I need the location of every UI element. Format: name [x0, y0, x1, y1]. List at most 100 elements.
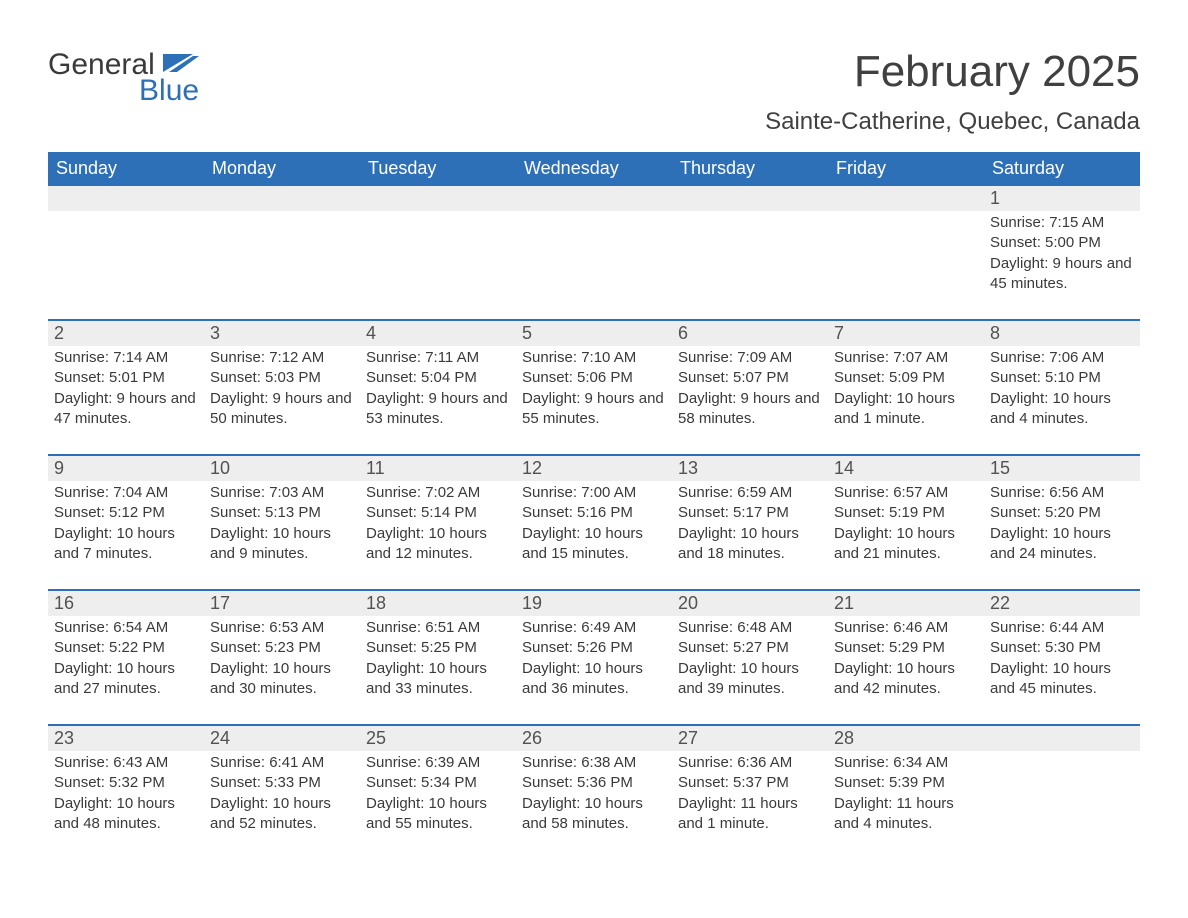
- day-cell: [48, 211, 204, 305]
- daylight-text: Daylight: 9 hours and 47 minutes.: [54, 389, 196, 430]
- day-number: 3: [204, 321, 360, 346]
- weeks-container: 1Sunrise: 7:15 AMSunset: 5:00 PMDaylight…: [48, 186, 1140, 859]
- day-cell: Sunrise: 6:54 AMSunset: 5:22 PMDaylight:…: [48, 616, 204, 710]
- day-number: [516, 186, 672, 211]
- day-number: 2: [48, 321, 204, 346]
- sunset-text: Sunset: 5:20 PM: [990, 503, 1132, 523]
- sunrise-text: Sunrise: 7:07 AM: [834, 348, 976, 368]
- day-cell: [360, 211, 516, 305]
- day-cell: Sunrise: 6:38 AMSunset: 5:36 PMDaylight:…: [516, 751, 672, 845]
- sunrise-text: Sunrise: 6:46 AM: [834, 618, 976, 638]
- day-cell: Sunrise: 7:15 AMSunset: 5:00 PMDaylight:…: [984, 211, 1140, 305]
- daylight-text: Daylight: 10 hours and 36 minutes.: [522, 659, 664, 700]
- sunset-text: Sunset: 5:19 PM: [834, 503, 976, 523]
- sunrise-text: Sunrise: 7:10 AM: [522, 348, 664, 368]
- daylight-text: Daylight: 10 hours and 9 minutes.: [210, 524, 352, 565]
- day-cell: Sunrise: 7:09 AMSunset: 5:07 PMDaylight:…: [672, 346, 828, 440]
- day-number: [48, 186, 204, 211]
- day-number: 14: [828, 456, 984, 481]
- day-number-band: 1: [48, 186, 1140, 211]
- sunset-text: Sunset: 5:32 PM: [54, 773, 196, 793]
- logo-text: General Blue: [48, 50, 199, 106]
- sunrise-text: Sunrise: 6:34 AM: [834, 753, 976, 773]
- sunrise-text: Sunrise: 6:53 AM: [210, 618, 352, 638]
- sunset-text: Sunset: 5:00 PM: [990, 233, 1132, 253]
- day-cell: Sunrise: 7:00 AMSunset: 5:16 PMDaylight:…: [516, 481, 672, 575]
- sunrise-text: Sunrise: 7:12 AM: [210, 348, 352, 368]
- day-number: 10: [204, 456, 360, 481]
- day-cell: Sunrise: 6:48 AMSunset: 5:27 PMDaylight:…: [672, 616, 828, 710]
- day-number: 7: [828, 321, 984, 346]
- day-number: 12: [516, 456, 672, 481]
- day-number: 22: [984, 591, 1140, 616]
- daylight-text: Daylight: 10 hours and 24 minutes.: [990, 524, 1132, 565]
- day-number: 9: [48, 456, 204, 481]
- day-body-band: Sunrise: 7:04 AMSunset: 5:12 PMDaylight:…: [48, 481, 1140, 589]
- location-label: Sainte-Catherine, Quebec, Canada: [765, 108, 1140, 136]
- sunset-text: Sunset: 5:01 PM: [54, 368, 196, 388]
- day-cell: Sunrise: 6:57 AMSunset: 5:19 PMDaylight:…: [828, 481, 984, 575]
- day-body-band: Sunrise: 7:15 AMSunset: 5:00 PMDaylight:…: [48, 211, 1140, 319]
- daylight-text: Daylight: 9 hours and 50 minutes.: [210, 389, 352, 430]
- day-number: 23: [48, 726, 204, 751]
- sunrise-text: Sunrise: 6:51 AM: [366, 618, 508, 638]
- day-number: 17: [204, 591, 360, 616]
- day-cell: [204, 211, 360, 305]
- day-cell: Sunrise: 7:03 AMSunset: 5:13 PMDaylight:…: [204, 481, 360, 575]
- sunrise-text: Sunrise: 7:14 AM: [54, 348, 196, 368]
- day-cell: Sunrise: 6:51 AMSunset: 5:25 PMDaylight:…: [360, 616, 516, 710]
- daylight-text: Daylight: 10 hours and 48 minutes.: [54, 794, 196, 835]
- sunrise-text: Sunrise: 7:11 AM: [366, 348, 508, 368]
- day-number: 8: [984, 321, 1140, 346]
- daylight-text: Daylight: 11 hours and 1 minute.: [678, 794, 820, 835]
- day-cell: Sunrise: 6:46 AMSunset: 5:29 PMDaylight:…: [828, 616, 984, 710]
- sunset-text: Sunset: 5:29 PM: [834, 638, 976, 658]
- dow-friday: Friday: [828, 152, 984, 186]
- daylight-text: Daylight: 10 hours and 33 minutes.: [366, 659, 508, 700]
- sunset-text: Sunset: 5:33 PM: [210, 773, 352, 793]
- day-number: 13: [672, 456, 828, 481]
- daylight-text: Daylight: 11 hours and 4 minutes.: [834, 794, 976, 835]
- calendar-grid: Sunday Monday Tuesday Wednesday Thursday…: [48, 152, 1140, 859]
- daylight-text: Daylight: 10 hours and 18 minutes.: [678, 524, 820, 565]
- day-cell: Sunrise: 6:36 AMSunset: 5:37 PMDaylight:…: [672, 751, 828, 845]
- day-number: 20: [672, 591, 828, 616]
- day-number: 21: [828, 591, 984, 616]
- day-cell: Sunrise: 7:04 AMSunset: 5:12 PMDaylight:…: [48, 481, 204, 575]
- day-number: 16: [48, 591, 204, 616]
- daylight-text: Daylight: 10 hours and 15 minutes.: [522, 524, 664, 565]
- week-row: 1Sunrise: 7:15 AMSunset: 5:00 PMDaylight…: [48, 186, 1140, 319]
- day-number-band: 16171819202122: [48, 591, 1140, 616]
- sunrise-text: Sunrise: 6:54 AM: [54, 618, 196, 638]
- sunset-text: Sunset: 5:25 PM: [366, 638, 508, 658]
- sunset-text: Sunset: 5:04 PM: [366, 368, 508, 388]
- sunrise-text: Sunrise: 6:41 AM: [210, 753, 352, 773]
- sunset-text: Sunset: 5:27 PM: [678, 638, 820, 658]
- week-row: 9101112131415Sunrise: 7:04 AMSunset: 5:1…: [48, 454, 1140, 589]
- daylight-text: Daylight: 10 hours and 45 minutes.: [990, 659, 1132, 700]
- day-number: 18: [360, 591, 516, 616]
- day-number: [204, 186, 360, 211]
- dow-monday: Monday: [204, 152, 360, 186]
- day-body-band: Sunrise: 6:43 AMSunset: 5:32 PMDaylight:…: [48, 751, 1140, 859]
- day-number: [984, 726, 1140, 751]
- day-cell: Sunrise: 6:41 AMSunset: 5:33 PMDaylight:…: [204, 751, 360, 845]
- sunset-text: Sunset: 5:26 PM: [522, 638, 664, 658]
- day-number: [672, 186, 828, 211]
- sunset-text: Sunset: 5:16 PM: [522, 503, 664, 523]
- sunrise-text: Sunrise: 7:02 AM: [366, 483, 508, 503]
- sunset-text: Sunset: 5:30 PM: [990, 638, 1132, 658]
- day-number: 27: [672, 726, 828, 751]
- sunrise-text: Sunrise: 6:57 AM: [834, 483, 976, 503]
- day-cell: Sunrise: 7:06 AMSunset: 5:10 PMDaylight:…: [984, 346, 1140, 440]
- sunset-text: Sunset: 5:39 PM: [834, 773, 976, 793]
- sunset-text: Sunset: 5:22 PM: [54, 638, 196, 658]
- sunset-text: Sunset: 5:36 PM: [522, 773, 664, 793]
- day-cell: [984, 751, 1140, 845]
- week-row: 16171819202122Sunrise: 6:54 AMSunset: 5:…: [48, 589, 1140, 724]
- logo: General Blue: [48, 50, 199, 106]
- day-cell: Sunrise: 7:02 AMSunset: 5:14 PMDaylight:…: [360, 481, 516, 575]
- sunset-text: Sunset: 5:06 PM: [522, 368, 664, 388]
- day-cell: [672, 211, 828, 305]
- day-number: 26: [516, 726, 672, 751]
